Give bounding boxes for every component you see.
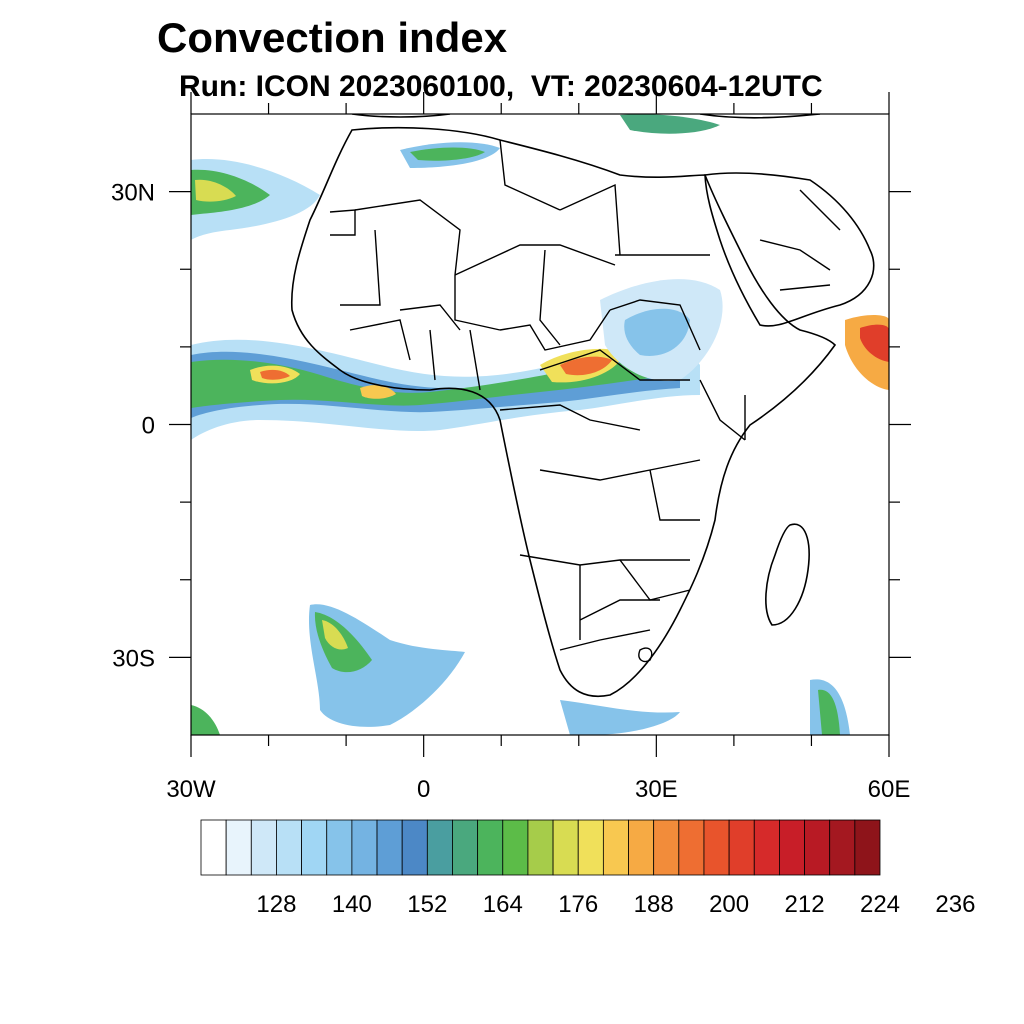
y-tick-label: 30S	[112, 645, 155, 672]
itcz-band-mid	[191, 351, 680, 418]
east-africa-core	[624, 308, 690, 356]
iberia-coast	[351, 114, 451, 118]
arabia-coast	[704, 172, 875, 327]
colorbar-label: 164	[483, 891, 523, 918]
turkey-coast	[699, 114, 821, 119]
colorbar-swatch	[376, 819, 403, 876]
colorbar-label: 212	[785, 891, 825, 918]
colorbar-label: 236	[935, 891, 975, 918]
convection-field	[191, 114, 889, 735]
colorbar-swatch	[200, 819, 227, 876]
south-atlantic-front-hot	[322, 620, 348, 650]
colorbar-swatch	[703, 819, 730, 876]
colorbar-swatch	[602, 819, 629, 876]
colorbar-swatch	[779, 819, 805, 876]
itcz-hotspot-5	[360, 385, 396, 399]
colorbar-swatch	[326, 819, 353, 876]
arabian-sea-core	[860, 324, 889, 362]
south-indian-core	[818, 689, 840, 735]
colorbar-label: 188	[634, 891, 674, 918]
map-title: Convection index	[157, 14, 508, 61]
colorbar-label: 128	[256, 891, 296, 918]
colorbar-swatch	[426, 819, 453, 876]
colorbar-swatch	[577, 819, 604, 876]
colorbar-swatch	[728, 819, 755, 876]
colorbar-swatch	[628, 819, 655, 876]
itcz-hotspot-4	[560, 356, 612, 376]
country-borders	[329, 139, 841, 663]
colorbar-swatch	[225, 819, 252, 876]
itcz-band-core	[191, 359, 650, 408]
x-tick-label: 30E	[635, 776, 678, 803]
colorbar-swatch	[653, 819, 680, 876]
colorbar-swatch	[804, 819, 831, 876]
colorbar-label: 224	[860, 891, 900, 918]
colorbar-swatch	[552, 819, 579, 876]
colorbar-label: 200	[709, 891, 749, 918]
colorbar-label: 140	[332, 891, 372, 918]
x-tick-label: 0	[417, 776, 430, 803]
colorbar-swatch	[301, 819, 328, 876]
med-north	[620, 114, 720, 134]
axis-tick-labels: 30W 0 30E 60E 30N 0 30S	[111, 180, 910, 803]
madagascar	[765, 523, 810, 626]
colorbar-label: 176	[558, 891, 598, 918]
y-tick-label: 30N	[111, 180, 155, 207]
colorbar-swatch	[401, 819, 428, 876]
colorbar-swatch	[452, 819, 479, 876]
south-cape-band	[560, 700, 680, 735]
axis-ticks	[169, 92, 911, 757]
colorbar-swatch	[753, 819, 780, 876]
colorbar-swatch	[678, 819, 705, 876]
colorbar-swatch	[527, 819, 554, 876]
colorbar-swatch	[250, 819, 277, 876]
africa-coastline	[290, 126, 837, 697]
colorbar-swatch	[502, 819, 529, 876]
south-atlantic-sw	[191, 705, 220, 735]
colorbar-swatch	[854, 819, 881, 876]
map-subtitle: Run: ICON 2023060100, VT: 20230604-12UTC	[179, 70, 823, 103]
x-tick-label: 30W	[166, 776, 216, 803]
north-africa-core	[410, 147, 485, 161]
coastlines	[290, 114, 875, 697]
nw-atlantic-hot	[195, 179, 236, 202]
colorbar: 128 140 152 164 176 188 200 212 224 236	[200, 819, 975, 918]
colorbar-swatch	[351, 819, 378, 876]
colorbar-swatch	[477, 819, 504, 876]
itcz-hotspot-2	[260, 369, 290, 380]
y-tick-label: 0	[142, 413, 155, 440]
x-tick-label: 60E	[868, 776, 911, 803]
colorbar-swatch	[829, 819, 856, 876]
colorbar-label: 152	[407, 891, 447, 918]
colorbar-swatch	[276, 819, 302, 876]
